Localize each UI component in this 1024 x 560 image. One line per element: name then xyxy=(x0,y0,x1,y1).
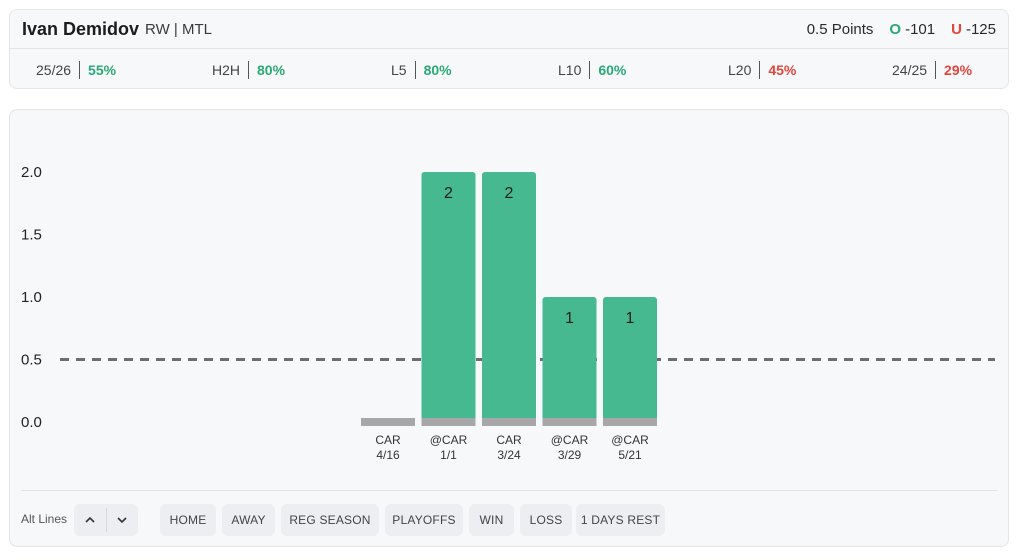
bar xyxy=(421,172,476,422)
player-name: Ivan Demidov xyxy=(22,18,140,39)
alt-line-down-button[interactable] xyxy=(107,504,139,536)
chart-controls: Alt Lines HOME AWAY REG SEASON PLAYOFFS … xyxy=(21,490,997,548)
game-log-chart: 0.00.51.01.52.0CAR4/162@CAR1/12CAR3/241@… xyxy=(21,164,995,462)
x-tick-label: @CAR xyxy=(551,433,589,447)
stat-label: H2H xyxy=(212,62,241,78)
stat-value: 80% xyxy=(423,62,452,78)
bar xyxy=(603,297,657,422)
over-odds[interactable]: O -101 xyxy=(889,21,935,38)
y-tick-label: 0.0 xyxy=(21,414,42,431)
filter-win[interactable]: WIN xyxy=(469,504,514,536)
stat-label: 25/26 xyxy=(36,62,72,78)
stat-l20: L20 45% xyxy=(728,50,796,90)
player-row: Ivan Demidov RW | MTL 0.5 Points O -101 … xyxy=(10,10,1008,49)
stat-l5: L5 80% xyxy=(391,50,452,90)
bar-base xyxy=(421,418,476,426)
y-tick-label: 1.5 xyxy=(21,227,42,244)
under-odds[interactable]: U -125 xyxy=(951,21,996,38)
y-tick-label: 1.0 xyxy=(21,289,42,306)
stat-season: 25/26 55% xyxy=(36,50,116,90)
under-odds-value: -125 xyxy=(965,20,996,38)
stat-value: 29% xyxy=(944,62,973,78)
stat-label: L5 xyxy=(391,62,407,78)
bar-value-label: 2 xyxy=(444,185,453,202)
stat-divider xyxy=(79,61,81,79)
stat-label: 24/25 xyxy=(892,62,928,78)
x-tick-label: 5/21 xyxy=(618,448,642,462)
stat-divider xyxy=(414,61,416,79)
filter-reg-season[interactable]: REG SEASON xyxy=(281,504,379,536)
bar-base xyxy=(361,418,415,426)
player-position-team: RW | MTL xyxy=(145,20,212,38)
stat-divider xyxy=(935,61,937,79)
x-tick-label: 3/24 xyxy=(497,448,521,462)
x-tick-label: @CAR xyxy=(430,433,468,447)
stat-value: 55% xyxy=(88,62,117,78)
prop-line: 0.5 Points xyxy=(806,20,874,38)
stat-divider xyxy=(589,61,591,79)
stat-value: 80% xyxy=(257,62,286,78)
x-tick-label: 3/29 xyxy=(558,448,582,462)
bar xyxy=(542,297,597,422)
bar-value-label: 1 xyxy=(626,310,635,327)
x-tick-label: 1/1 xyxy=(440,448,457,462)
stat-value: 45% xyxy=(768,62,797,78)
prop-header-card: Ivan Demidov RW | MTL 0.5 Points O -101 … xyxy=(9,9,1009,89)
stat-h2h: H2H 80% xyxy=(212,50,285,90)
x-tick-label: @CAR xyxy=(611,433,649,447)
bar-base xyxy=(603,418,657,426)
stat-label: L10 xyxy=(558,62,582,78)
filter-loss[interactable]: LOSS xyxy=(520,504,572,536)
chart-card: 0.0 0.5 1.0 1.5 2.0 CAR 4/16 2 @CAR 1/1 2 CAR 3/24 1 @… xyxy=(9,109,1009,547)
line-odds: 0.5 Points O -101 U -125 xyxy=(807,21,996,38)
under-tag: U xyxy=(951,20,962,38)
stat-label: L20 xyxy=(728,62,752,78)
stat-last-season: 24/25 29% xyxy=(892,50,972,90)
over-tag: O xyxy=(889,20,902,38)
stat-l10: L10 60% xyxy=(558,50,626,90)
filter-away[interactable]: AWAY xyxy=(222,504,275,536)
x-tick-label: CAR xyxy=(496,433,522,447)
y-tick-label: 2.0 xyxy=(21,164,42,181)
chevron-down-icon xyxy=(117,517,127,524)
stat-divider xyxy=(759,61,761,79)
alt-line-up-button[interactable] xyxy=(74,504,106,536)
filter-days-rest[interactable]: 1 DAYS REST xyxy=(576,504,665,536)
chevron-up-icon xyxy=(85,516,95,523)
x-tick-label: CAR xyxy=(375,433,401,447)
x-tick-label: 4/16 xyxy=(376,448,400,462)
filter-playoffs[interactable]: PLAYOFFS xyxy=(385,504,463,536)
over-odds-value: -101 xyxy=(905,20,936,38)
stepper-divider xyxy=(105,508,107,532)
alt-lines-stepper xyxy=(74,504,138,536)
y-tick-label: 0.5 xyxy=(21,352,42,369)
stat-divider xyxy=(248,61,250,79)
bar-base xyxy=(482,418,536,426)
bar-value-label: 2 xyxy=(505,185,514,202)
bar xyxy=(482,172,536,422)
bar-value-label: 1 xyxy=(565,310,574,327)
filter-home[interactable]: HOME xyxy=(160,504,216,536)
alt-lines-label: Alt Lines xyxy=(21,512,68,526)
bar-base xyxy=(542,418,597,426)
hit-rate-stats: 25/26 55% H2H 80% L5 80% L10 60% L20 45% 24/2… xyxy=(10,50,1008,90)
stat-value: 60% xyxy=(598,62,627,78)
